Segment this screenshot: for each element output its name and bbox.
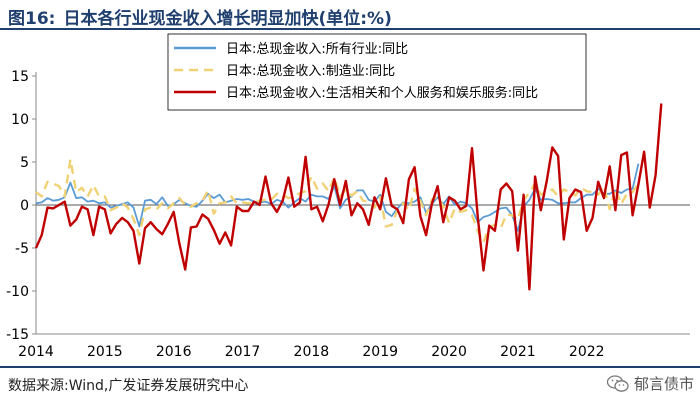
y-tick-label: -5 (15, 241, 29, 257)
y-tick-label: -15 (6, 327, 29, 343)
y-tick-label: -10 (6, 284, 29, 300)
x-tick-label: 2022 (569, 344, 605, 360)
x-tick-label: 2019 (362, 344, 398, 360)
x-tick-label: 2017 (225, 344, 261, 360)
x-tick-label: 2014 (18, 344, 54, 360)
y-tick-label: 15 (11, 69, 29, 85)
watermark: 郁言债市 (606, 373, 694, 394)
y-tick-label: 5 (20, 155, 29, 171)
legend-label-3: 日本:总现金收入:生活相关和个人服务和娱乐服务:同比 (226, 85, 538, 101)
data-source: 数据来源:Wind,广发证券发展研究中心 (8, 378, 249, 394)
x-tick-label: 2016 (156, 344, 192, 360)
x-tick-label: 2021 (500, 344, 536, 360)
legend-box (167, 33, 587, 111)
series-line-3 (34, 103, 663, 291)
figure-label: 图16: (8, 9, 56, 29)
figure-title: 日本各行业现金收入增长明显加快(单位:%) (63, 9, 392, 29)
x-tick-label: 2015 (87, 344, 123, 360)
watermark-text: 郁言债市 (633, 375, 694, 393)
chart-axes: -15 -10 -5 0 5 10 15 2014 2015 2016 2017 2018 2019 20… (6, 69, 690, 360)
x-tick-label: 2018 (294, 344, 330, 360)
legend-label-2: 日本:总现金收入:制造业:同比 (226, 63, 395, 79)
chart-series (34, 103, 663, 291)
chart-legend: 日本:总现金收入:所有行业:同比日本:总现金收入:制造业:同比日本:总现金收入:… (167, 33, 587, 111)
y-tick-label: 10 (11, 112, 29, 128)
x-tick-label: 2020 (431, 344, 467, 360)
line-chart: -15 -10 -5 0 5 10 15 2014 2015 2016 2017 2018 2019 20… (6, 33, 690, 360)
page-title: 图16: 日本各行业现金收入增长明显加快(单位:%) (8, 4, 392, 29)
legend-label-1: 日本:总现金收入:所有行业:同比 (226, 41, 408, 57)
title-bar: 图16: 日本各行业现金收入增长明显加快(单位:%) (0, 0, 700, 30)
source-bar: 数据来源:Wind,广发证券发展研究中心 郁言债市 (0, 366, 700, 402)
y-tick-label: 0 (20, 198, 29, 214)
wechat-icon (606, 374, 629, 392)
